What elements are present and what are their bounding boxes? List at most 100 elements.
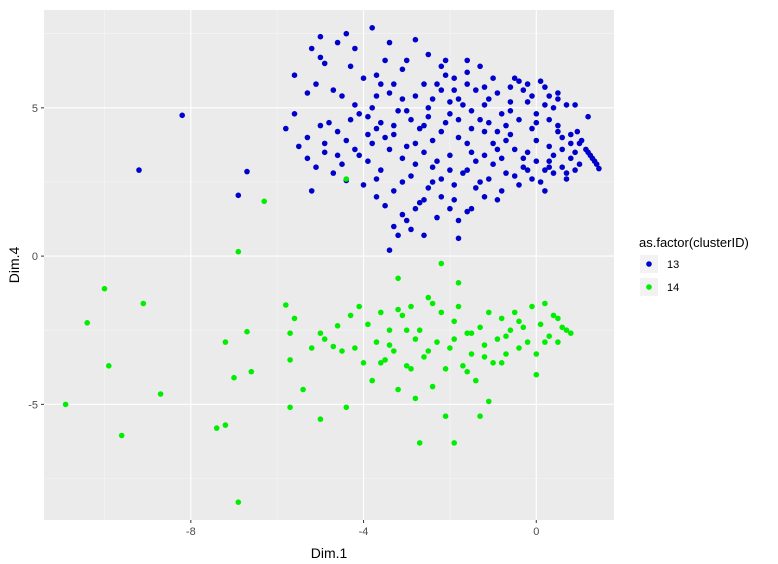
point-cluster-13 <box>386 90 393 96</box>
point-cluster-14 <box>412 395 419 402</box>
point-cluster-13 <box>568 155 574 162</box>
point-cluster-13 <box>477 63 483 70</box>
point-cluster-13 <box>507 84 514 90</box>
point-cluster-13 <box>447 111 453 117</box>
x-tick-label: -8 <box>186 526 196 538</box>
point-cluster-14 <box>473 377 479 384</box>
point-cluster-14 <box>438 309 445 316</box>
point-cluster-13 <box>425 105 432 111</box>
point-cluster-13 <box>555 90 561 96</box>
point-cluster-13 <box>399 155 406 162</box>
point-cluster-13 <box>421 149 427 156</box>
point-cluster-13 <box>498 111 505 117</box>
point-cluster-14 <box>468 351 475 357</box>
point-cluster-14 <box>438 260 445 267</box>
point-cluster-14 <box>516 318 522 325</box>
point-cluster-14 <box>378 360 384 366</box>
point-cluster-13 <box>511 173 518 179</box>
point-cluster-13 <box>434 214 440 221</box>
point-cluster-13 <box>468 149 475 156</box>
point-cluster-13 <box>468 125 475 132</box>
point-cluster-14 <box>455 280 462 286</box>
point-cluster-14 <box>451 440 458 446</box>
point-cluster-13 <box>555 128 561 135</box>
point-cluster-13 <box>421 197 427 203</box>
point-cluster-13 <box>563 176 570 182</box>
x-axis-ticks: -8 -4 0 <box>186 520 539 538</box>
point-cluster-14 <box>490 360 496 366</box>
point-cluster-13 <box>546 116 552 123</box>
point-cluster-13 <box>473 158 479 164</box>
point-cluster-14 <box>425 294 432 301</box>
point-cluster-14 <box>451 336 458 342</box>
point-cluster-13 <box>403 143 410 150</box>
point-cluster-13 <box>321 140 328 147</box>
point-cluster-14 <box>222 339 229 345</box>
point-cluster-14 <box>317 416 324 423</box>
point-cluster-13 <box>352 146 358 153</box>
point-cluster-13 <box>520 155 527 162</box>
point-cluster-14 <box>352 345 358 351</box>
point-cluster-13 <box>343 30 350 37</box>
point-cluster-14 <box>395 275 401 282</box>
point-cluster-13 <box>537 78 544 84</box>
point-cluster-14 <box>511 309 518 316</box>
point-cluster-14 <box>291 315 298 322</box>
point-cluster-13 <box>576 161 583 167</box>
point-cluster-14 <box>498 315 505 322</box>
point-cluster-13 <box>313 81 319 87</box>
point-cluster-13 <box>550 152 557 159</box>
point-cluster-13 <box>464 57 471 64</box>
point-cluster-13 <box>568 131 574 138</box>
point-cluster-13 <box>365 113 371 120</box>
legend-label-14: 14 <box>667 282 679 294</box>
point-cluster-13 <box>451 182 458 188</box>
point-cluster-13 <box>317 122 324 129</box>
point-cluster-14 <box>416 440 423 446</box>
point-cluster-13 <box>447 99 453 105</box>
point-cluster-13 <box>546 93 552 99</box>
point-cluster-13 <box>507 108 514 114</box>
point-cluster-13 <box>438 87 445 93</box>
point-cluster-13 <box>550 170 557 176</box>
point-cluster-13 <box>533 111 540 117</box>
point-cluster-13 <box>399 66 406 73</box>
point-cluster-13 <box>464 167 471 173</box>
point-cluster-13 <box>382 202 388 209</box>
point-cluster-13 <box>136 167 142 173</box>
point-cluster-14 <box>542 339 548 345</box>
point-cluster-13 <box>447 152 453 159</box>
point-cluster-14 <box>140 300 147 307</box>
point-cluster-13 <box>403 57 410 64</box>
point-cluster-13 <box>395 108 401 114</box>
point-cluster-13 <box>347 116 354 123</box>
point-cluster-13 <box>321 149 328 156</box>
point-cluster-13 <box>321 60 328 67</box>
point-cluster-13 <box>416 125 423 132</box>
point-cluster-13 <box>511 75 518 81</box>
point-cluster-14 <box>386 342 393 348</box>
point-cluster-13 <box>494 197 501 203</box>
point-cluster-13 <box>568 140 574 147</box>
point-cluster-13 <box>464 140 471 147</box>
point-cluster-13 <box>529 93 535 99</box>
point-cluster-13 <box>542 188 548 194</box>
point-cluster-13 <box>412 36 419 43</box>
point-cluster-13 <box>403 217 410 224</box>
point-cluster-14 <box>494 336 501 342</box>
point-cluster-13 <box>524 81 531 87</box>
point-cluster-13 <box>563 170 570 176</box>
point-cluster-13 <box>447 205 453 212</box>
point-cluster-13 <box>360 75 367 81</box>
point-cluster-13 <box>365 131 371 138</box>
legend-marker-14 <box>646 284 652 290</box>
point-cluster-14 <box>317 330 324 337</box>
point-cluster-13 <box>347 63 354 70</box>
point-cluster-13 <box>421 232 427 239</box>
point-cluster-13 <box>416 199 423 206</box>
point-cluster-13 <box>559 164 565 170</box>
point-cluster-13 <box>283 125 289 132</box>
point-cluster-14 <box>101 285 108 292</box>
point-cluster-14 <box>287 357 293 363</box>
point-cluster-14 <box>516 345 522 351</box>
